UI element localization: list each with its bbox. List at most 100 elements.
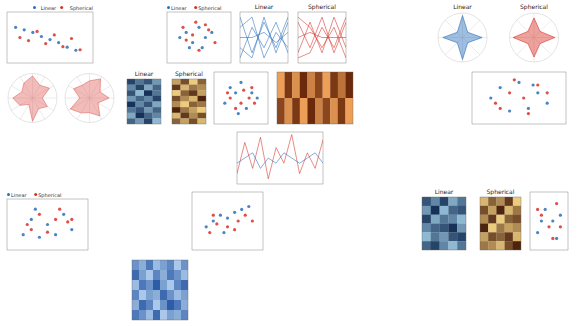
cell — [139, 260, 146, 270]
frame — [422, 197, 466, 250]
cell — [488, 206, 496, 215]
cell — [181, 79, 190, 85]
point — [536, 208, 539, 211]
frame — [127, 79, 161, 124]
legend-swatch — [167, 6, 170, 9]
frame — [192, 192, 263, 250]
cell — [144, 90, 153, 96]
cell — [181, 96, 190, 102]
marks — [205, 205, 254, 234]
point — [70, 228, 73, 231]
cell — [167, 300, 174, 310]
cell — [153, 118, 162, 124]
panel — [277, 72, 353, 124]
point — [233, 228, 236, 231]
marks — [127, 79, 161, 124]
cell — [153, 107, 162, 113]
point — [197, 49, 200, 52]
cell — [127, 90, 136, 96]
point — [205, 225, 208, 228]
point — [46, 223, 49, 226]
legend-swatch — [194, 6, 197, 9]
cell — [277, 98, 285, 124]
title: Spherical — [308, 3, 336, 11]
cell — [189, 102, 198, 108]
radar-area — [513, 18, 555, 57]
cell — [345, 98, 353, 124]
cell — [127, 107, 136, 113]
legend-swatch — [60, 6, 63, 9]
cell — [181, 113, 190, 119]
point — [54, 233, 57, 236]
cell — [144, 85, 153, 91]
point — [30, 228, 33, 231]
point — [536, 83, 539, 86]
cell — [167, 260, 174, 270]
cell — [127, 118, 136, 124]
cell — [457, 206, 466, 215]
cell — [132, 270, 139, 280]
cell — [181, 107, 190, 113]
cell — [174, 300, 181, 310]
cell — [153, 270, 160, 280]
panel: Linear — [127, 70, 161, 124]
point — [240, 208, 243, 211]
cell — [323, 98, 331, 124]
legend-label: Spherical — [198, 5, 221, 12]
marks — [240, 17, 288, 58]
radar-ring — [8, 74, 57, 123]
frame — [214, 72, 268, 124]
panel — [214, 72, 268, 124]
cell — [181, 90, 190, 96]
cell — [513, 232, 521, 241]
point — [219, 214, 222, 217]
point — [251, 219, 254, 222]
legend-label: Linear — [11, 192, 27, 198]
point — [22, 233, 25, 236]
point — [250, 86, 253, 89]
point — [40, 35, 43, 38]
marks — [14, 26, 82, 52]
point — [547, 225, 550, 228]
point — [57, 41, 60, 44]
line — [298, 17, 346, 58]
point — [30, 218, 33, 221]
cell — [513, 241, 521, 250]
cell — [132, 280, 139, 290]
cell — [505, 197, 513, 206]
cell — [160, 280, 167, 290]
marks — [70, 79, 109, 116]
cell — [127, 113, 136, 119]
cell — [480, 215, 488, 224]
cell — [457, 224, 466, 233]
title: Spherical — [175, 70, 203, 78]
point — [212, 214, 215, 217]
point — [253, 102, 256, 105]
cell — [146, 300, 153, 310]
point — [226, 91, 229, 94]
point — [222, 231, 225, 234]
marks — [13, 76, 50, 121]
cell — [292, 98, 300, 124]
cell — [480, 241, 488, 250]
point — [527, 107, 530, 110]
cell — [457, 232, 466, 241]
panel — [472, 72, 566, 124]
cell — [189, 118, 198, 124]
cell — [480, 206, 488, 215]
point — [544, 208, 547, 211]
cell — [431, 215, 440, 224]
cell — [189, 113, 198, 119]
frame — [277, 72, 353, 124]
cell — [292, 72, 300, 98]
cell — [153, 300, 160, 310]
cell — [189, 107, 198, 113]
point — [185, 31, 188, 34]
cell — [513, 197, 521, 206]
cell — [448, 241, 457, 250]
cell — [448, 206, 457, 215]
point — [229, 96, 232, 99]
panel: Spherical — [480, 188, 521, 250]
marks — [298, 17, 346, 58]
cell — [505, 206, 513, 215]
